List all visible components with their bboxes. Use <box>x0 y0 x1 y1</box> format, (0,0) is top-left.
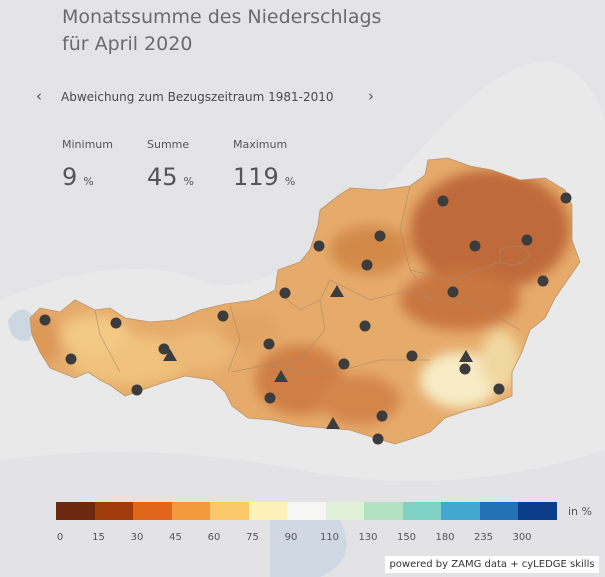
legend-swatch <box>56 502 95 520</box>
color-legend: 0 15 30 45 60 75 90 110 130 150 180 235 300 <box>56 502 557 546</box>
chevron-right-icon[interactable]: › <box>368 87 374 105</box>
credit-text: powered by ZAMG data + cyLEDGE skills <box>385 556 599 573</box>
legend-tick-label: 180 <box>435 532 455 543</box>
legend-swatch <box>287 502 326 520</box>
title-line-2: für April 2020 <box>62 33 193 55</box>
legend-swatch <box>325 502 364 520</box>
stat-maximum: Maximum 119% <box>233 138 295 191</box>
legend-swatch <box>402 502 441 520</box>
stat-minimum-value: 9 <box>62 163 78 191</box>
legend-swatch <box>210 502 249 520</box>
legend-swatch <box>94 502 133 520</box>
legend-tick-label: 15 <box>92 532 105 543</box>
stat-minimum-unit: % <box>83 175 94 188</box>
stat-minimum: Minimum 9% <box>62 138 113 191</box>
legend-swatch <box>441 502 480 520</box>
stat-minimum-label: Minimum <box>62 138 113 151</box>
legend-tick-label: 150 <box>396 532 417 543</box>
chevron-left-icon[interactable]: ‹ <box>36 87 42 105</box>
stat-summe: Summe 45% <box>147 138 194 191</box>
period-navigator: ‹ Abweichung zum Bezugszeitraum 1981-201… <box>36 87 386 108</box>
legend-tick-label: 130 <box>358 532 378 543</box>
legend-swatch <box>248 502 287 520</box>
legend-tick-label: 45 <box>169 532 182 543</box>
legend-swatch <box>133 502 172 520</box>
stat-maximum-value: 119 <box>233 163 279 191</box>
stat-maximum-label: Maximum <box>233 138 288 151</box>
legend-tick-label: 30 <box>130 532 144 543</box>
stat-summe-value: 45 <box>147 163 178 191</box>
legend-tick-label: 75 <box>246 532 259 543</box>
title-line-1: Monatssumme des Niederschlags <box>62 6 382 28</box>
stat-summe-unit: % <box>183 175 194 188</box>
stat-maximum-unit: % <box>284 175 296 188</box>
legend-swatch <box>171 502 210 520</box>
legend-tick-label: 235 <box>473 532 494 543</box>
legend-unit: in % <box>568 505 592 518</box>
period-label: Abweichung zum Bezugszeitraum 1981-2010 <box>61 90 334 104</box>
legend-ticks: 0 15 30 45 60 75 90 110 130 150 180 235 300 <box>56 532 557 546</box>
legend-swatch <box>479 502 518 520</box>
legend-tick-label: 0 <box>56 532 64 543</box>
legend-tick-label: 60 <box>207 532 221 543</box>
stat-summe-label: Summe <box>147 138 190 151</box>
page-title: Monatssumme des Niederschlags für April … <box>62 4 381 58</box>
legend-swatch <box>518 502 557 520</box>
legend-swatch <box>364 502 403 520</box>
legend-color-bar <box>56 502 557 520</box>
legend-tick-label: 300 <box>512 532 532 543</box>
legend-tick-label: 110 <box>319 532 340 543</box>
legend-tick-label: 90 <box>284 532 298 543</box>
